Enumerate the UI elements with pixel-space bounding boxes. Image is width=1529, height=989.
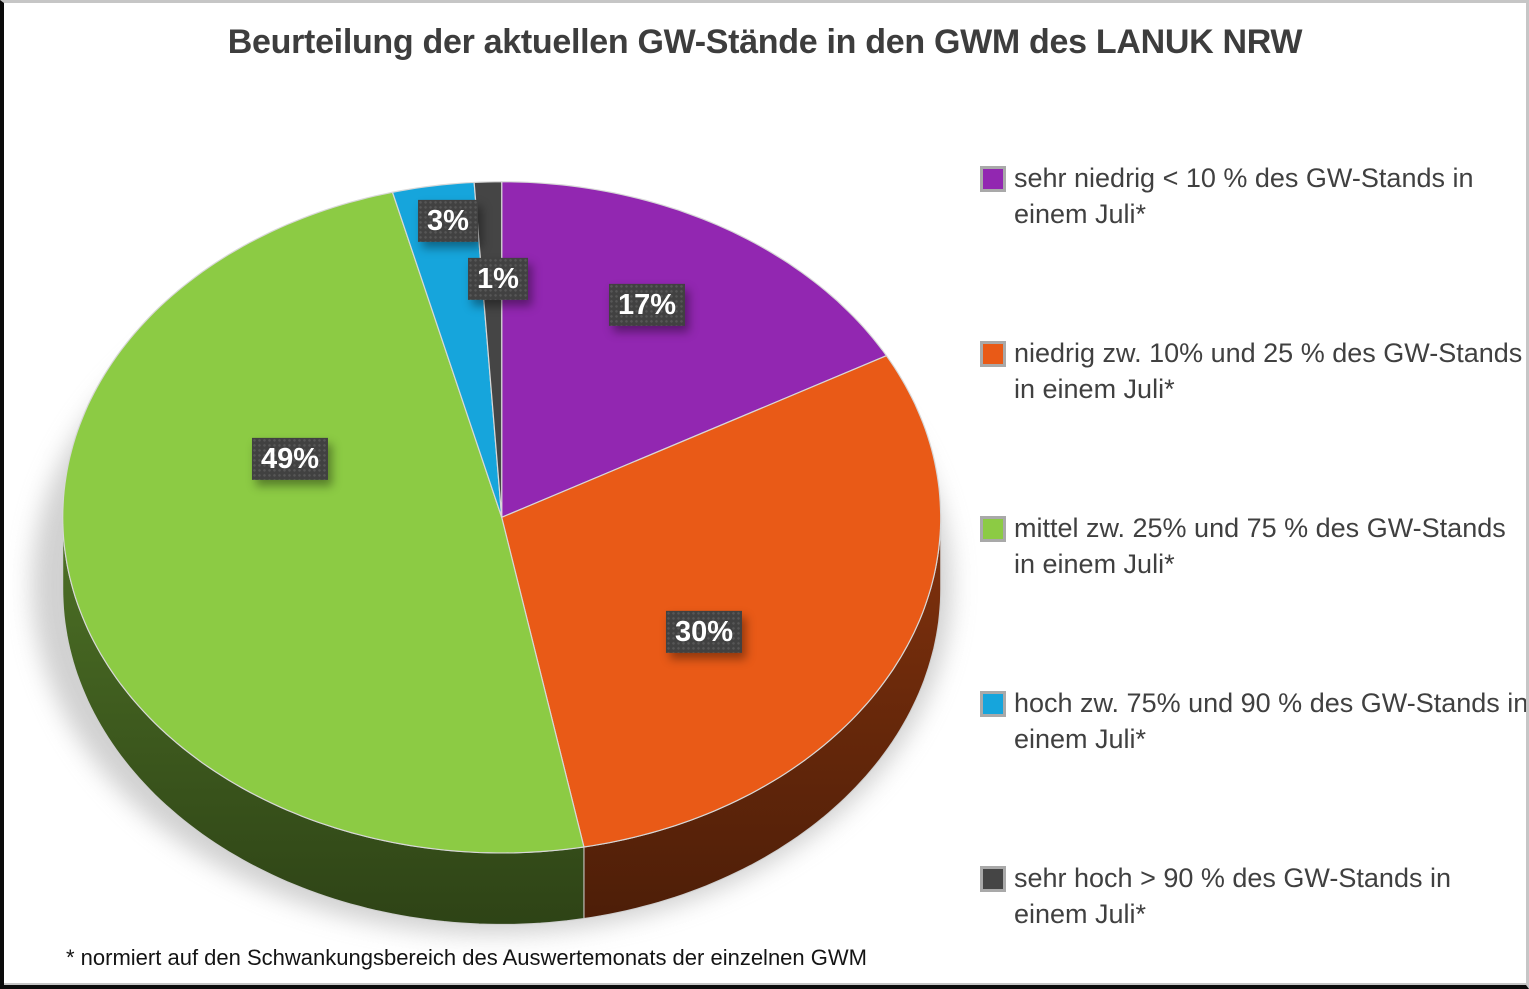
legend-label-mittel: mittel zw. 25% und 75 % des GW-Stands in… <box>1014 513 1506 579</box>
legend-swatch-sehr-niedrig <box>980 166 1006 192</box>
legend: sehr niedrig < 10 % des GW-Stands in ein… <box>980 161 1529 985</box>
pie-chart: 17% 30% 49% 3% 1% <box>4 3 1526 985</box>
legend-item-niedrig: niedrig zw. 10% und 25 % des GW-Stands i… <box>980 336 1526 511</box>
legend-swatch-niedrig <box>980 341 1006 367</box>
pie-slice-niedrig <box>501 355 942 848</box>
legend-label-niedrig: niedrig zw. 10% und 25 % des GW-Stands i… <box>1014 338 1523 404</box>
legend-item-mittel: mittel zw. 25% und 75 % des GW-Stands in… <box>980 511 1526 686</box>
legend-item-sehr-hoch: sehr hoch > 90 % des GW-Stands in einem … <box>980 861 1526 985</box>
footnote: * normiert auf den Schwankungsbereich de… <box>66 945 867 970</box>
chart-title: Beurteilung der aktuellen GW-Stände in d… <box>227 23 1303 61</box>
legend-item-sehr-niedrig: sehr niedrig < 10 % des GW-Stands in ein… <box>980 161 1526 336</box>
pie-slice-mittel <box>62 191 585 854</box>
legend-label-sehr-hoch: sehr hoch > 90 % des GW-Stands in einem … <box>1014 863 1451 929</box>
legend-item-hoch: hoch zw. 75% und 90 % des GW-Stands in e… <box>980 686 1529 861</box>
pie-chart-canvas <box>31 181 952 935</box>
legend-swatch-mittel <box>980 516 1006 542</box>
pie-slice-sehr-niedrig <box>501 181 888 518</box>
legend-swatch-sehr-hoch <box>980 866 1006 892</box>
legend-label-sehr-niedrig: sehr niedrig < 10 % des GW-Stands in ein… <box>1014 163 1474 229</box>
legend-label-hoch: hoch zw. 75% und 90 % des GW-Stands in e… <box>1014 688 1529 754</box>
legend-swatch-hoch <box>980 691 1006 717</box>
